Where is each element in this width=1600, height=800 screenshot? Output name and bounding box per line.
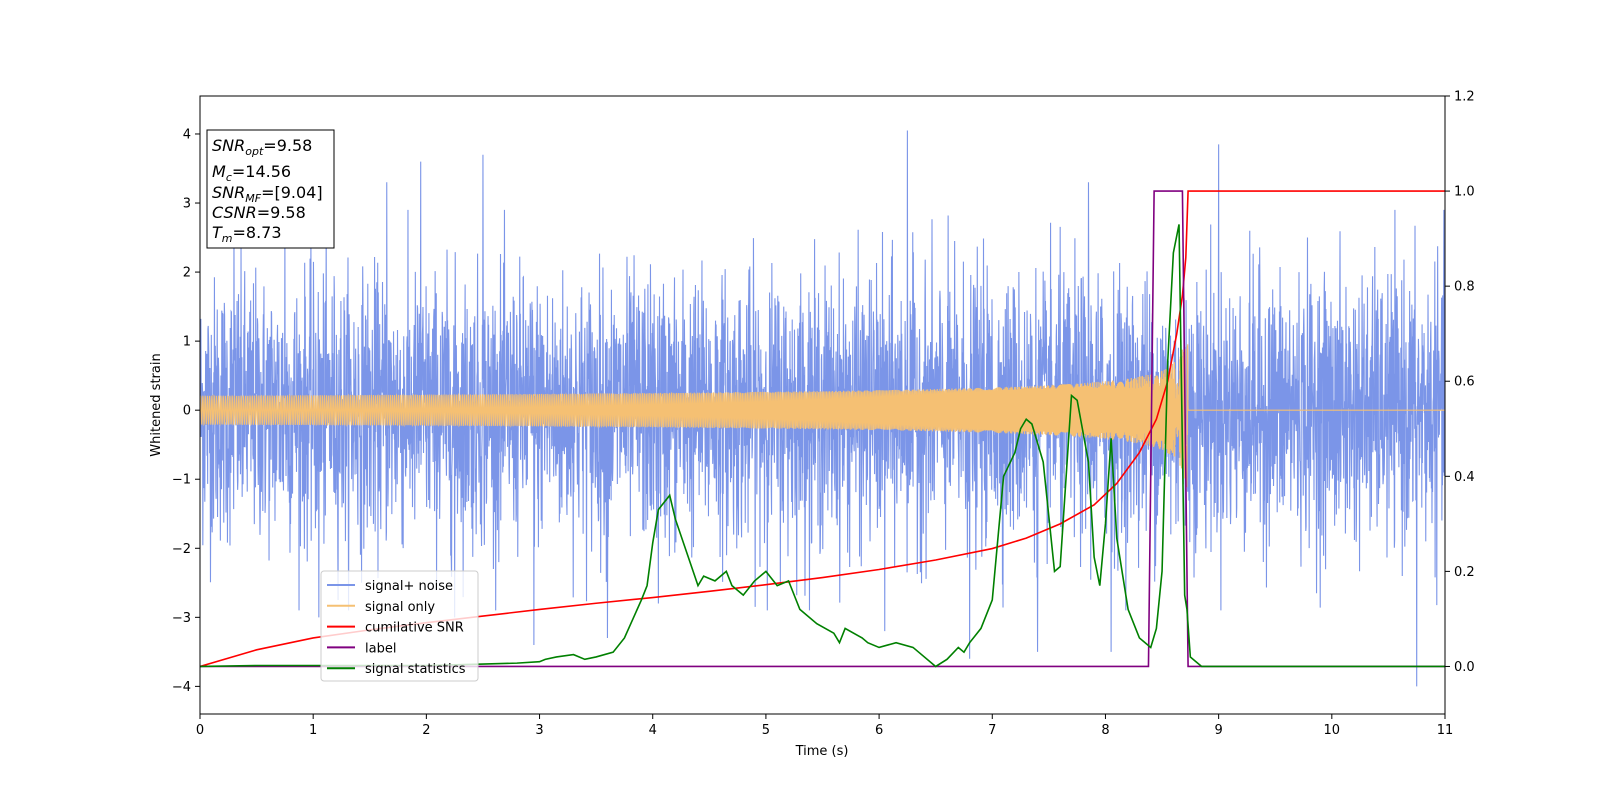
annotation-line: Mc=14.56	[212, 162, 291, 184]
y-axis-right: 0.0 0.2 0.4 0.6 0.8 1.0 1.2	[1445, 90, 1475, 675]
y-tick-label: 0	[183, 404, 191, 419]
y-axis-left: −4 −3 −2 −1 0 1 2 3 4	[172, 127, 200, 695]
y2-tick-label: 0.4	[1454, 470, 1475, 485]
x-tick-label: 5	[762, 723, 770, 738]
y-tick-label: −3	[172, 611, 191, 626]
y2-tick-label: 0.6	[1454, 375, 1475, 390]
y-axis-label: Whitened strain	[149, 353, 164, 456]
legend-frame	[320, 570, 479, 682]
x-tick-label: 10	[1324, 723, 1341, 738]
series-signal-only	[200, 344, 1445, 489]
x-tick-label: 8	[1101, 723, 1109, 738]
x-tick-label: 1	[309, 723, 317, 738]
x-tick-label: 3	[535, 723, 543, 738]
y-tick-label: 3	[183, 197, 191, 212]
x-axis-label: Time (s)	[795, 744, 849, 759]
annotation-line: CSNR=9.58	[212, 203, 306, 222]
y2-tick-label: 1.2	[1454, 90, 1475, 105]
y2-tick-label: 0.8	[1454, 280, 1475, 295]
y-tick-label: −1	[172, 473, 191, 488]
annotation-frame	[206, 129, 335, 249]
legend: signal+ noise signal only cumilative SNR la…	[320, 570, 479, 682]
legend-label: signal only	[365, 600, 435, 615]
x-tick-label: 9	[1214, 723, 1222, 738]
y-tick-label: −2	[172, 542, 191, 557]
x-tick-label: 2	[422, 723, 430, 738]
annotation-line: SNRopt=9.58	[212, 136, 312, 158]
annotation-line: SNRMF=[9.04]	[212, 183, 323, 205]
y2-tick-label: 0.0	[1454, 660, 1475, 675]
y-tick-label: 1	[183, 335, 191, 350]
x-axis: 0 1 2 3 4 5 6 7 8 9 10 11	[196, 714, 1453, 738]
y2-tick-label: 1.0	[1454, 185, 1475, 200]
legend-label: signal statistics	[365, 662, 466, 677]
x-tick-label: 11	[1437, 723, 1454, 738]
y-tick-label: 2	[183, 266, 191, 281]
y2-tick-label: 0.2	[1454, 565, 1475, 580]
y-tick-label: −4	[172, 680, 191, 695]
legend-label: cumilative SNR	[365, 621, 464, 636]
x-tick-label: 4	[649, 723, 657, 738]
series-signal-statistics	[200, 224, 1445, 668]
y-tick-label: 4	[183, 127, 191, 142]
legend-label: label	[365, 641, 396, 656]
metrics-annotation-box: SNRopt=9.58 Mc=14.56SNRMF=[9.04]CSNR=9.58…	[206, 129, 335, 249]
plot-frame	[199, 95, 1446, 715]
annotation-line: Tm=8.73	[212, 223, 282, 245]
x-tick-label: 0	[196, 723, 204, 738]
legend-label: signal+ noise	[365, 579, 453, 594]
x-tick-label: 7	[988, 723, 996, 738]
x-tick-label: 6	[875, 723, 883, 738]
